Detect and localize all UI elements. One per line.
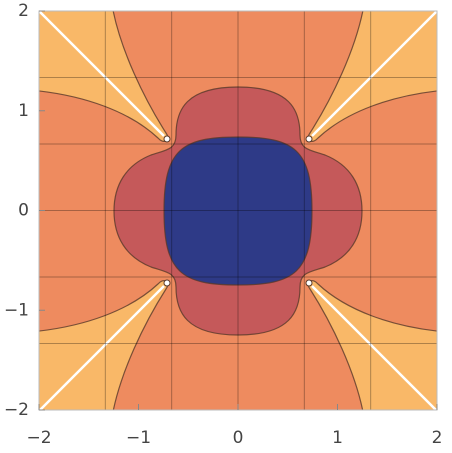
x-tick-label: −2 xyxy=(26,428,51,448)
y-tick-label: 0 xyxy=(18,201,29,221)
corner-bottom-right xyxy=(305,279,437,410)
x-tick-label: 0 xyxy=(233,428,244,448)
singular-point xyxy=(163,279,171,287)
singular-point xyxy=(163,135,171,143)
center-region xyxy=(163,136,313,286)
singular-point xyxy=(305,135,313,143)
y-tick-label: 2 xyxy=(18,1,29,21)
x-tick-label: 1 xyxy=(332,428,343,448)
y-tick-label: −2 xyxy=(4,400,29,420)
y-tick-label: −1 xyxy=(4,300,29,320)
branch-cut xyxy=(311,11,437,137)
plot-area xyxy=(39,11,437,410)
corner-regions xyxy=(39,11,437,410)
y-tick-label: 1 xyxy=(18,101,29,121)
branch-cut xyxy=(39,285,165,410)
axes: −2 −1 0 1 2 −2 −1 0 1 2 xyxy=(4,1,442,448)
branch-cut xyxy=(311,285,437,410)
corner-bottom-left xyxy=(39,279,171,410)
x-tick-label: −1 xyxy=(126,428,151,448)
singular-point xyxy=(305,279,313,287)
mesh xyxy=(39,11,437,410)
branch-cut xyxy=(39,11,165,137)
corner-top-right xyxy=(305,11,437,143)
corner-top-left xyxy=(39,11,171,143)
x-tick-label: 2 xyxy=(432,428,443,448)
